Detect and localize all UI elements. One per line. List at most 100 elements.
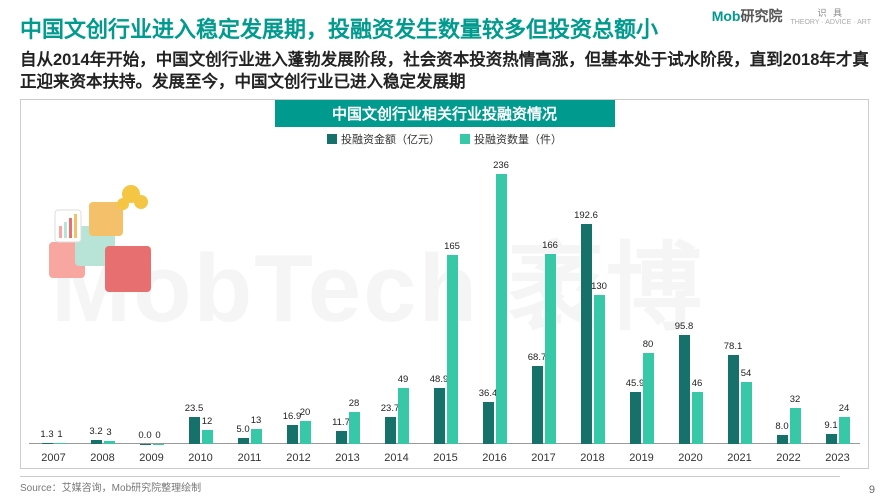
bar-amount: 0.0: [140, 444, 151, 445]
bar-amount-label: 1.3: [40, 429, 53, 440]
chart-plot: 1.313.230.0023.5125.01316.92011.72823.74…: [29, 158, 860, 444]
bar-amount-label: 23.5: [185, 403, 204, 414]
chart-container: 中国文创行业相关行业投融资情况 投融资金额（亿元） 投融资数量（件） MobTe…: [20, 99, 869, 469]
bar-amount: 95.8: [679, 335, 690, 445]
chart-legend: 投融资金额（亿元） 投融资数量（件）: [21, 131, 868, 147]
source-line: Source：艾媒咨询，Mob研究院整理绘制: [20, 476, 840, 494]
bar-count-label: 80: [643, 339, 654, 350]
bar-amount: 23.5: [189, 417, 200, 444]
bar-amount: 5.0: [238, 438, 249, 444]
bar-count: 54: [741, 382, 752, 444]
bar-count: 13: [251, 429, 262, 444]
bar-count: 3: [104, 441, 115, 444]
bar-amount: 45.9: [630, 392, 641, 445]
bar-count-label: 1: [57, 429, 62, 440]
bar-amount-label: 78.1: [724, 341, 743, 352]
bar-count-label: 165: [444, 241, 460, 252]
bar-group: 48.9165: [432, 255, 460, 444]
bar-count-label: 0: [155, 430, 160, 441]
bar-amount-label: 95.8: [675, 321, 694, 332]
legend-swatch-amount: [327, 134, 337, 144]
bar-count-label: 20: [300, 407, 311, 418]
bar-amount: 36.4: [483, 402, 494, 444]
bar-count-label: 46: [692, 378, 703, 389]
bar-count-label: 13: [251, 415, 262, 426]
brand-logo: Mob研究院: [712, 6, 783, 26]
bar-count: 49: [398, 388, 409, 444]
bar-count: 1: [55, 443, 66, 444]
bar-amount-label: 23.7: [381, 403, 400, 414]
x-tick-label: 2019: [629, 452, 653, 464]
bar-amount-label: 48.9: [430, 374, 449, 385]
legend-label-count: 投融资数量（件）: [474, 131, 562, 147]
bar-amount-label: 5.0: [236, 424, 249, 435]
bar-amount-label: 16.9: [283, 411, 302, 422]
bar-amount: 8.0: [777, 435, 788, 444]
bar-count-label: 130: [591, 281, 607, 292]
x-axis-labels: 2007200820092010201120122013201420152016…: [29, 448, 860, 464]
bar-count-label: 49: [398, 374, 409, 385]
bar-amount: 3.2: [91, 440, 102, 444]
bar-amount: 16.9: [287, 425, 298, 444]
bar-amount: 192.6: [581, 224, 592, 444]
bar-count: 20: [300, 421, 311, 444]
bar-amount: 1.3: [42, 443, 53, 444]
x-tick-label: 2015: [433, 452, 457, 464]
bar-group: 192.6130: [579, 224, 607, 444]
bar-count-label: 236: [493, 160, 509, 171]
bar-amount-label: 9.1: [824, 420, 837, 431]
side-logo-text: 识 具: [817, 6, 844, 19]
chart-bars: 1.313.230.0023.5125.01316.92011.72823.74…: [29, 158, 860, 444]
bar-amount-label: 192.6: [574, 210, 598, 221]
bar-group: 9.124: [824, 417, 852, 444]
x-tick-label: 2013: [335, 452, 359, 464]
bar-group: 68.7166: [530, 254, 558, 444]
x-tick-label: 2010: [188, 452, 212, 464]
x-tick-label: 2017: [531, 452, 555, 464]
brand-suffix: 研究院: [740, 8, 782, 24]
x-tick-label: 2023: [825, 452, 849, 464]
bar-count: 46: [692, 392, 703, 445]
bar-count: 12: [202, 430, 213, 444]
bar-amount: 9.1: [826, 434, 837, 444]
x-tick-label: 2018: [580, 452, 604, 464]
bar-group: 8.032: [775, 408, 803, 445]
x-tick-label: 2007: [41, 452, 65, 464]
bar-count: 80: [643, 353, 654, 445]
x-tick-label: 2020: [678, 452, 702, 464]
x-tick-label: 2011: [238, 452, 262, 464]
bar-amount-label: 3.2: [89, 426, 102, 437]
bar-amount-label: 8.0: [775, 421, 788, 432]
bar-count-label: 32: [790, 394, 801, 405]
logo-area: Mob研究院 识 具 THEORY · ADVICE · ART: [712, 6, 871, 26]
bar-count: 24: [839, 417, 850, 444]
legend-label-amount: 投融资金额（亿元）: [341, 131, 440, 147]
page-number: 9: [869, 484, 875, 496]
bar-group: 1.31: [40, 443, 68, 444]
bar-amount: 23.7: [385, 417, 396, 444]
bar-group: 16.920: [285, 421, 313, 444]
brand-prefix: Mob: [712, 8, 741, 24]
bar-amount-label: 36.4: [479, 388, 498, 399]
bar-count: 236: [496, 174, 507, 444]
bar-amount: 68.7: [532, 366, 543, 445]
x-tick-label: 2014: [384, 452, 408, 464]
bar-group: 3.23: [89, 440, 117, 444]
bar-group: 36.4236: [481, 174, 509, 444]
bar-count-label: 28: [349, 398, 360, 409]
bar-count-label: 3: [106, 427, 111, 438]
legend-swatch-count: [460, 134, 470, 144]
bar-count: 28: [349, 412, 360, 444]
bar-count: 130: [594, 295, 605, 444]
bar-count-label: 12: [202, 416, 213, 427]
bar-group: 23.512: [187, 417, 215, 444]
bar-amount-label: 0.0: [138, 430, 151, 441]
bar-count: 166: [545, 254, 556, 444]
bar-group: 0.00: [138, 444, 166, 445]
x-tick-label: 2008: [90, 452, 114, 464]
x-tick-label: 2016: [482, 452, 506, 464]
bar-amount-label: 68.7: [528, 352, 547, 363]
bar-count: 165: [447, 255, 458, 444]
page-subtitle: 自从2014年开始，中国文创行业进入蓬勃发展阶段，社会资本投资热情高涨，但基本处…: [20, 49, 869, 94]
slide: Mob研究院 识 具 THEORY · ADVICE · ART 中国文创行业进…: [0, 0, 889, 500]
